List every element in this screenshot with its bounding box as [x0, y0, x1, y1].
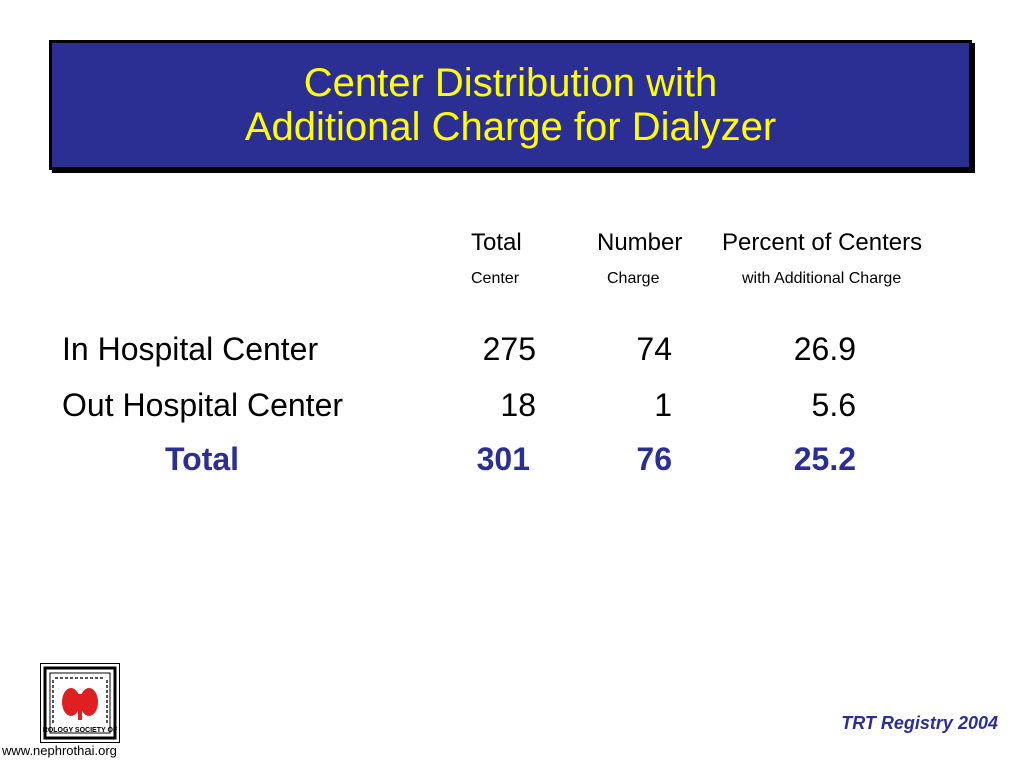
cell-in-hospital-number: 74	[636, 331, 672, 367]
column-header-percent: Percent of Centers	[722, 229, 923, 256]
column-subheader-percent: with Additional Charge	[742, 270, 902, 287]
cell-out-hospital-percent: 5.6	[811, 387, 856, 423]
column-header-number: Number	[597, 229, 683, 256]
title-banner: Center Distribution with Additional Char…	[49, 40, 972, 170]
cell-total-total: 301	[476, 441, 530, 477]
cell-total-percent: 25.2	[793, 441, 856, 477]
kidney-logo-icon: ROLOGY SOCIETY OF	[43, 666, 118, 740]
column-subheader-total: Center	[471, 270, 520, 287]
row-label-in-hospital: In Hospital Center	[62, 331, 319, 367]
footer-registry: TRT Registry 2004	[841, 713, 998, 733]
cell-out-hospital-number: 1	[654, 387, 672, 423]
society-logo: ROLOGY SOCIETY OF	[40, 663, 120, 743]
title-line-1: Center Distribution with	[303, 61, 718, 105]
column-subheader-number: Charge	[607, 270, 660, 287]
cell-total-number: 76	[636, 441, 672, 477]
row-label-out-hospital: Out Hospital Center	[62, 387, 344, 423]
logo-text: ROLOGY SOCIETY OF	[43, 727, 118, 734]
cell-in-hospital-percent: 26.9	[793, 331, 856, 367]
row-label-total: Total	[165, 441, 240, 477]
column-header-total: Total	[471, 229, 522, 256]
footer-url: www.nephrothai.org	[2, 743, 117, 758]
title-line-2: Additional Charge for Dialyzer	[244, 105, 777, 149]
cell-in-hospital-total: 275	[482, 331, 536, 367]
cell-out-hospital-total: 18	[500, 387, 536, 423]
